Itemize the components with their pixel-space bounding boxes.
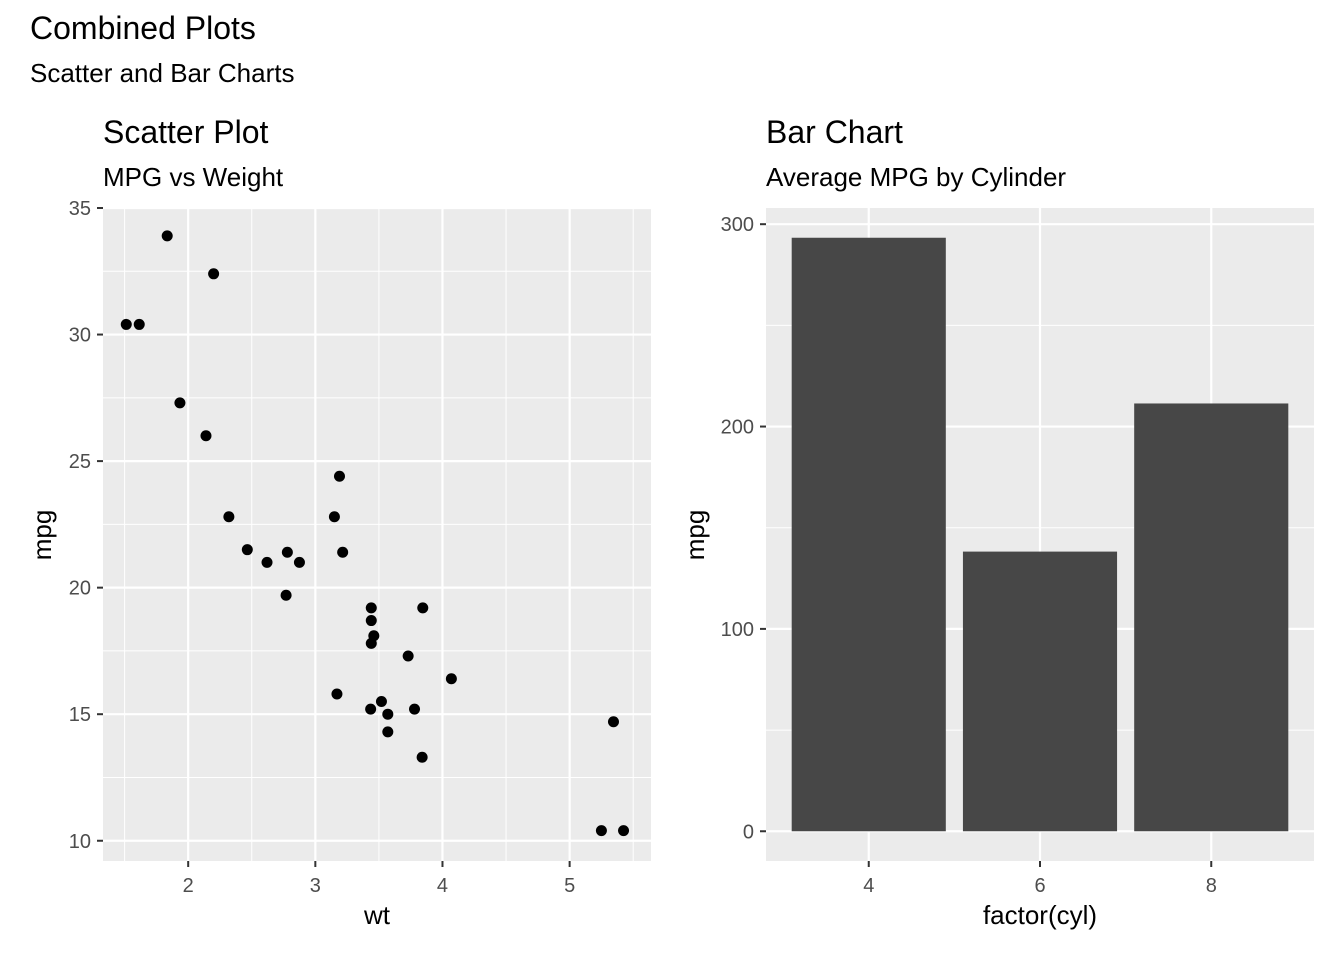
scatter-point xyxy=(331,688,343,700)
scatter-point xyxy=(382,726,394,738)
scatter-x-tick-label: 2 xyxy=(183,875,194,897)
scatter-chart: Scatter Plot MPG vs Weight 2 3 4 5 10 15 20 25 3… xyxy=(27,114,651,930)
scatter-point xyxy=(416,751,428,763)
scatter-point xyxy=(595,825,607,837)
bar-title: Bar Chart xyxy=(766,114,903,150)
scatter-point xyxy=(281,546,293,558)
scatter-point xyxy=(333,470,345,482)
scatter-point xyxy=(261,556,273,568)
scatter-point xyxy=(161,230,173,242)
scatter-x-tick-label: 4 xyxy=(437,875,448,897)
scatter-x-axis-label: wt xyxy=(363,900,391,930)
scatter-x-tick-label: 3 xyxy=(310,875,321,897)
scatter-point xyxy=(375,696,387,708)
scatter-point xyxy=(365,703,377,715)
bar-x-axis-label: factor(cyl) xyxy=(983,900,1097,930)
scatter-point xyxy=(365,615,377,627)
bar-x-tick-label: 4 xyxy=(863,875,874,897)
scatter-gridlines xyxy=(103,206,651,861)
bar-y-tick-label: 300 xyxy=(721,214,754,236)
scatter-y-tick-label: 25 xyxy=(69,451,91,473)
scatter-point xyxy=(618,825,630,837)
figure-title: Combined Plots xyxy=(30,10,256,46)
scatter-point xyxy=(280,589,292,601)
scatter-point xyxy=(445,673,457,685)
scatter-axes: 2 3 4 5 10 15 20 25 30 35 xyxy=(69,198,575,897)
scatter-title: Scatter Plot xyxy=(103,114,269,150)
scatter-x-tick-label: 5 xyxy=(564,875,575,897)
scatter-point xyxy=(241,544,253,556)
bar-subtitle: Average MPG by Cylinder xyxy=(766,162,1066,192)
scatter-y-tick-label: 20 xyxy=(69,578,91,600)
bar-y-tick-label: 0 xyxy=(743,821,754,843)
scatter-point xyxy=(417,602,429,614)
scatter-point xyxy=(223,511,235,523)
bar-x-tick-label: 6 xyxy=(1034,875,1045,897)
scatter-point xyxy=(200,430,212,442)
bar-6 xyxy=(962,551,1118,832)
scatter-point xyxy=(133,318,145,330)
bar-8 xyxy=(1134,403,1289,832)
scatter-point xyxy=(365,637,377,649)
scatter-point xyxy=(382,708,394,720)
scatter-points xyxy=(120,230,630,837)
scatter-point xyxy=(607,716,619,728)
scatter-point xyxy=(120,318,132,330)
scatter-point xyxy=(174,397,186,409)
scatter-point xyxy=(208,268,220,280)
bar-y-tick-label: 100 xyxy=(721,619,754,641)
scatter-y-tick-label: 35 xyxy=(69,198,91,220)
scatter-y-tick-label: 10 xyxy=(69,831,91,853)
bar-axes: 0 100 200 300 4 6 8 xyxy=(721,214,1217,897)
scatter-subtitle: MPG vs Weight xyxy=(103,162,284,192)
scatter-point xyxy=(409,703,421,715)
bar-bars xyxy=(791,237,1289,832)
scatter-point xyxy=(293,556,305,568)
bar-y-tick-label: 200 xyxy=(721,417,754,439)
scatter-point xyxy=(402,650,414,662)
scatter-point xyxy=(328,511,340,523)
scatter-y-tick-label: 30 xyxy=(69,325,91,347)
scatter-y-tick-label: 15 xyxy=(69,704,91,726)
bar-4 xyxy=(791,237,946,832)
bar-y-axis-label: mpg xyxy=(680,510,710,561)
scatter-y-axis-label: mpg xyxy=(27,510,57,561)
scatter-point xyxy=(337,546,349,558)
scatter-panel xyxy=(103,208,651,861)
bar-x-tick-label: 8 xyxy=(1206,875,1217,897)
scatter-point xyxy=(365,602,377,614)
figure-subtitle: Scatter and Bar Charts xyxy=(30,58,295,88)
